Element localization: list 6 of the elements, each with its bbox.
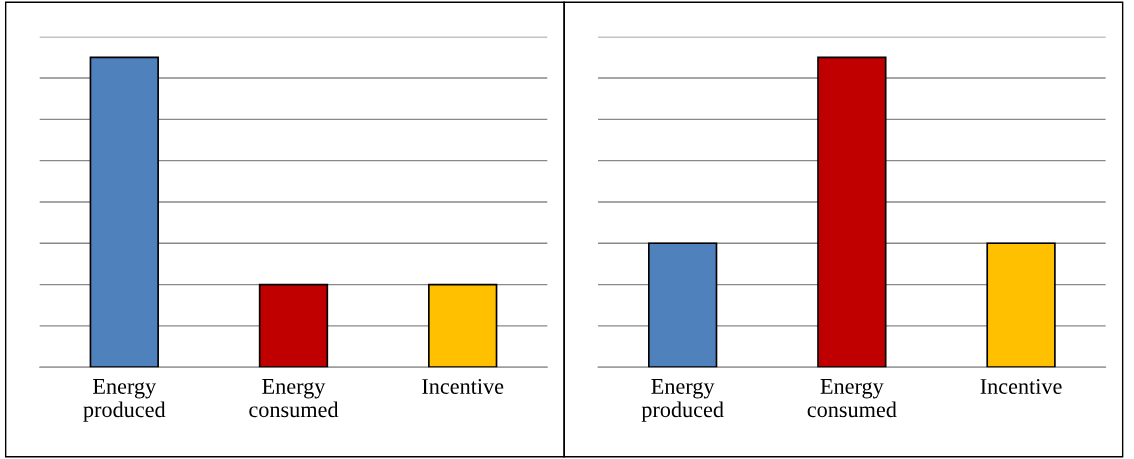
x-tick-label: Energy consumed	[807, 379, 897, 418]
x-tick-label: Energy consumed	[249, 379, 339, 418]
x-tick-label: Incentive	[422, 379, 504, 394]
x-tick-label: Incentive	[980, 379, 1062, 394]
x-tick-label: Energy produced	[641, 379, 724, 422]
x-tick-label: Energy produced	[83, 379, 166, 422]
